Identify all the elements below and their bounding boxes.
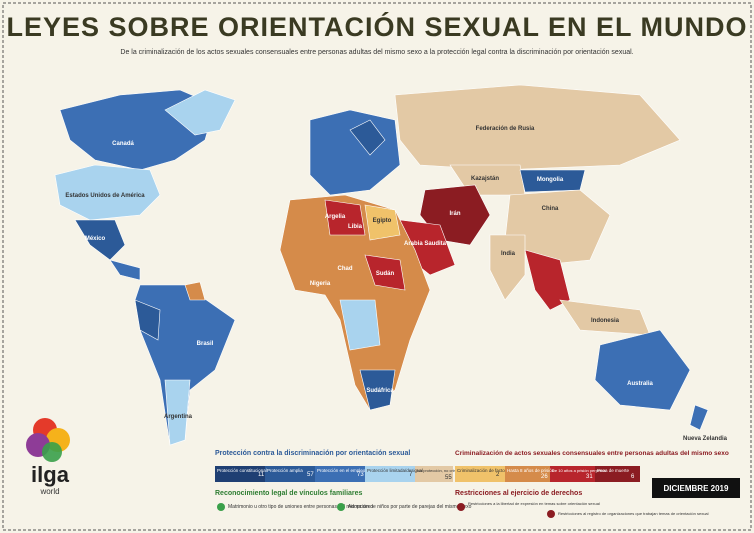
country-label: Canadá <box>112 141 134 147</box>
legend-label: De 10 años a prisión perpetua <box>552 468 606 473</box>
greenland <box>164 89 236 136</box>
logo: ilga world <box>26 418 70 496</box>
legend-swatch <box>415 466 453 482</box>
legend-label: Protección amplia <box>267 468 303 473</box>
legend-label: No protección, no criminalización <box>417 468 476 473</box>
title: LEYES SOBRE ORIENTACIÓN SEXUAL EN EL MUN… <box>6 11 747 42</box>
country-label: Brasil <box>197 341 214 347</box>
legend-label: Matrimonio u otro tipo de uniones entre … <box>228 504 373 510</box>
legend-swatch <box>595 466 640 482</box>
scandinavia <box>349 119 386 156</box>
country-label: Argentina <box>164 414 193 420</box>
argentina-area <box>164 379 191 446</box>
country-label: Chad <box>338 266 353 272</box>
country-label: India <box>501 251 516 257</box>
central-america <box>109 259 141 281</box>
legend-label: Protección constitucional <box>217 468 267 473</box>
legend-title: Restricciones al ejercicio de derechos <box>455 490 582 497</box>
logo-name: ilga <box>31 462 70 487</box>
usa <box>54 164 161 221</box>
legend-swatch <box>265 466 315 482</box>
legend-count: 11 <box>258 472 265 478</box>
legend-swatch <box>215 466 265 482</box>
legend-count: 73 <box>357 472 364 478</box>
legend-swatch <box>550 466 595 482</box>
egypt <box>364 204 401 241</box>
country-label: Irán <box>449 211 460 217</box>
guyana <box>184 281 206 301</box>
mexico <box>74 219 126 261</box>
andes <box>134 299 161 341</box>
legend-count: 55 <box>445 475 452 481</box>
legend-count: 7 <box>409 472 413 478</box>
country-label: Federación de Rusia <box>476 126 535 132</box>
legend-icon <box>547 510 555 518</box>
country-label: Arabia Saudita <box>404 241 447 247</box>
legend-label: Pena de muerte <box>597 468 630 473</box>
legend-label: Protección limitada/desigual <box>367 468 423 473</box>
legend-swatch <box>365 466 415 482</box>
legend-label: Protección en el empleo <box>317 468 366 473</box>
legend-count: 57 <box>307 472 314 478</box>
legend-count: 31 <box>586 474 593 480</box>
legend-swatch <box>505 466 550 482</box>
legend-icon <box>217 503 225 511</box>
south-africa <box>359 369 396 411</box>
logo-sub: world <box>39 487 59 496</box>
country-label: Egipto <box>373 218 392 224</box>
country-label: Argelia <box>325 214 346 220</box>
southeast-asia <box>524 249 571 311</box>
country-label: Sudáfrica <box>366 388 394 394</box>
new-zealand <box>689 404 709 431</box>
country-label: Nigeria <box>310 281 331 287</box>
legend-count: 26 <box>541 474 548 480</box>
country-label: Estados Unidos de América <box>65 193 145 199</box>
legend-label: Restricciones al registro de organizacio… <box>558 511 709 516</box>
country-label: México <box>85 236 106 242</box>
country-label: Libia <box>348 224 363 230</box>
country-label: Australia <box>627 381 653 387</box>
legend-count: 2 <box>496 472 500 478</box>
legend-title: Reconocimiento legal de vínculos familia… <box>215 490 363 497</box>
legend-swatch <box>455 466 505 482</box>
india <box>489 234 526 301</box>
legend-icon <box>337 503 345 511</box>
country-label: Kazajstán <box>471 176 499 182</box>
country-label: Mongolia <box>537 177 564 183</box>
legend-label: Restricciones a la libertad de expresión… <box>468 501 600 506</box>
country-label: China <box>542 206 559 212</box>
sudan <box>364 254 406 291</box>
country-labels: Canadá Estados Unidos de América México … <box>65 126 727 442</box>
country-label: Nueva Zelandia <box>683 436 728 442</box>
legend-count: 6 <box>631 474 635 480</box>
legend-label: Hasta 8 años de prisión <box>507 468 555 473</box>
logo-petal <box>42 442 62 462</box>
legend-label: Adopción de niños por parte de parejas d… <box>348 504 472 510</box>
central-africa <box>339 299 381 351</box>
legend-swatch <box>315 466 365 482</box>
australia <box>594 329 691 411</box>
legend: Protección contra la discriminación por … <box>215 450 729 518</box>
legend-label: Criminalización de facto <box>457 468 505 473</box>
date-badge <box>652 478 740 498</box>
world-map <box>54 84 709 446</box>
legend-icon <box>457 503 465 511</box>
russia <box>394 84 681 171</box>
subtitle: De la criminalización de los actos sexua… <box>120 49 633 56</box>
legend-title: Criminalización de actos sexuales consen… <box>455 450 729 457</box>
north-africa <box>324 199 366 236</box>
country-label: Sudán <box>376 271 395 277</box>
date: DICIEMBRE 2019 <box>664 484 729 493</box>
legend-title: Protección contra la discriminación por … <box>215 450 410 457</box>
country-label: Indonesia <box>591 318 620 324</box>
